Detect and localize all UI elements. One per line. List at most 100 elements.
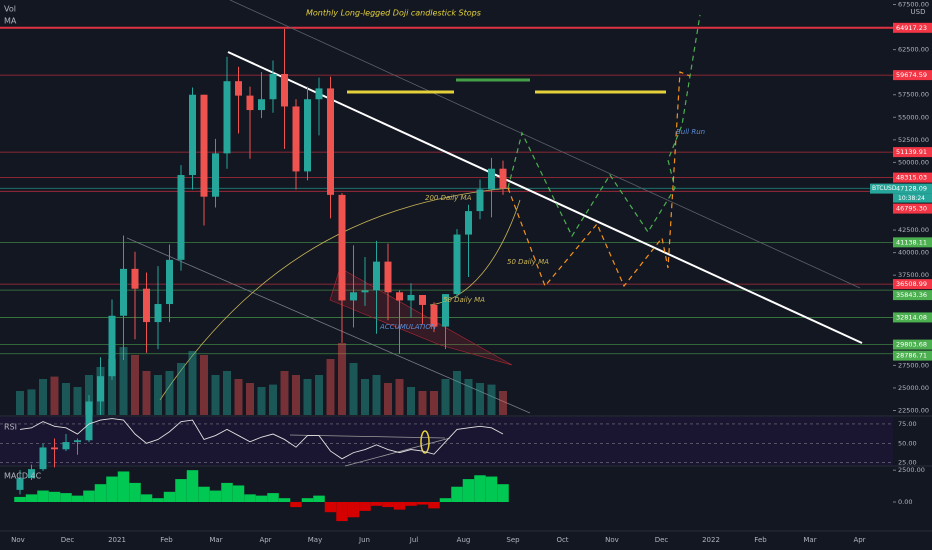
macd-bar [186,470,199,502]
candle-body [235,81,242,96]
level-label: 64917.23 [896,24,927,32]
y-tick-label: 0.00 [898,498,912,506]
volume-bar [280,371,289,415]
x-tick-label: Dec [61,536,75,544]
volume-bar [292,375,300,415]
x-tick-label: 2021 [108,536,126,544]
volume-bar [430,391,438,415]
candle-body [430,304,438,327]
volume-bar [165,371,174,415]
level-label: 41138.11 [896,238,927,246]
volume-bar [338,343,346,415]
candle-body [62,442,70,450]
volume-bar [303,379,312,415]
volume-bar [211,375,220,415]
volume-bar [487,384,496,415]
candle-body [361,290,369,293]
candle-body [453,234,461,295]
macd-bar [60,493,72,502]
indicator-label: MA [4,17,17,26]
candle-body [166,259,173,305]
candle-body [51,447,58,450]
candle-body [384,261,392,293]
level-label: 29803.68 [896,341,927,349]
symbol-bg [870,183,893,194]
forecast-path [507,71,691,288]
level-label-bg [893,172,932,183]
level-label-bg [893,350,932,361]
candle-body [131,268,139,289]
candle-body [442,294,449,327]
level-label: 48315.03 [896,174,927,182]
annotation: 50 Daily MA [443,296,485,304]
pane-label: MACD 4C [4,472,42,481]
x-tick-label: Dec [655,536,669,544]
annotation: 200 Daily MA [425,194,472,202]
rsi-line [19,418,504,460]
volume-bar [384,383,392,415]
level-label: 47128.09 [896,185,927,193]
level-label: 36508.99 [896,280,927,288]
x-tick-label: Sep [506,536,520,544]
macd-bar [336,502,348,522]
volume-bar [177,363,185,415]
macd-bar [301,498,314,502]
channel-line [126,237,531,414]
y-tick-label: 2500.00 [898,466,925,474]
volume-bar [372,375,381,415]
volume-bar [464,379,473,415]
y-tick-label: 22500.00 [898,406,929,414]
y-tick-label: 50000.00 [898,158,929,166]
volume-bar [16,391,24,415]
macd-bar [462,479,475,502]
annotation: Bull Run [676,128,705,136]
x-tick-label: Oct [556,536,568,544]
wedge [329,267,513,366]
macd-bar [370,502,383,506]
candle-body [200,94,208,197]
candle-body [154,304,162,323]
x-tick-label: Feb [160,536,173,544]
x-tick-label: May [308,536,322,544]
volume-bar [349,363,358,415]
macd-bar [313,495,325,502]
candle-body [419,295,426,305]
volume-bar [269,384,277,415]
level-label: 46795.30 [896,205,927,213]
macd-bar [221,482,233,502]
x-tick-label: Nov [11,536,25,544]
macd-bar [117,471,130,502]
volume-bar [453,371,461,415]
x-tick-label: Jun [358,536,370,544]
level-label: 35843.36 [896,291,927,299]
level-label-bg [893,279,932,290]
candle-body [373,261,380,291]
macd-bar [324,502,337,513]
ma-50 [429,199,521,306]
candle-body [16,478,24,490]
y-tick-label: 27500.00 [898,361,929,369]
x-tick-label: Apr [259,536,271,544]
macd-bar [347,502,360,518]
macd-bar [485,476,498,502]
y-tick-label: 57500.00 [898,91,929,99]
volume-bar [361,379,369,415]
y-tick-label: 50.00 [898,439,917,447]
candle-body [338,194,346,301]
volume-bar [39,379,47,415]
level-label-bg [893,147,932,158]
y-tick-label: 55000.00 [898,113,929,121]
indicator-label: Vol [4,5,16,14]
candle-body [143,288,150,323]
y-tick-label: 42500.00 [898,226,929,234]
y-tick-label: 62500.00 [898,46,929,54]
level-label-bg [893,237,932,248]
level-label-bg [893,312,932,323]
macd-bar [129,482,141,502]
volume-bar [246,383,254,415]
x-tick-label: Aug [457,536,471,544]
candle-body [396,292,403,301]
trend-line [227,51,863,344]
